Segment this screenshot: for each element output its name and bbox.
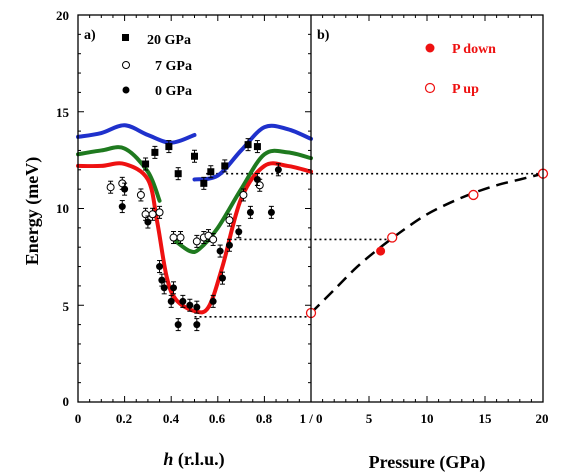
data-point-0gpa: [274, 166, 282, 174]
data-point-0gpa: [167, 297, 175, 305]
x-axis-title-left: h (r.l.u.): [163, 449, 224, 470]
data-point-20gpa: [253, 143, 261, 151]
data-point-7gpa: [192, 237, 201, 246]
data-point-7gpa: [136, 190, 145, 199]
points-layer: [106, 138, 549, 332]
data-point-20gpa: [200, 179, 208, 187]
legend-label: P up: [452, 82, 479, 97]
data-point-0gpa: [144, 218, 152, 226]
x-tick-label: 0.6: [209, 411, 226, 426]
data-point-0gpa: [235, 228, 243, 236]
x-axis-title-italic: h: [163, 449, 173, 469]
data-point-0gpa: [225, 241, 233, 249]
dispersion-curve: [76, 123, 197, 145]
x-tick-label: 0.2: [116, 411, 132, 426]
data-point-0gpa: [160, 284, 168, 292]
legend-marker-red-open: [424, 82, 436, 94]
dispersion-curve: [76, 145, 162, 203]
data-point-0gpa: [186, 301, 194, 309]
data-point-20gpa: [174, 170, 182, 178]
y-tick-label: 0: [63, 394, 70, 409]
y-axis-title: Energy (meV): [22, 157, 43, 265]
x-tick-label: 10: [421, 411, 434, 426]
dispersion-curve: [76, 161, 313, 315]
pressure-fit-curve: [310, 172, 544, 314]
x-axis-title-rest: (r.l.u.): [173, 449, 224, 470]
x-tick-label: 0.4: [163, 411, 180, 426]
data-point-20gpa: [165, 143, 173, 151]
legend-left: 20 GPa 7 GPa 0 GPa: [122, 33, 192, 99]
data-point-0gpa: [218, 274, 226, 282]
data-point-20gpa: [207, 168, 215, 176]
data-point-0gpa: [170, 284, 178, 292]
x-tick-label: 20: [536, 411, 549, 426]
data-point-0gpa: [193, 303, 201, 311]
data-point-20gpa: [191, 152, 198, 160]
data-point-7gpa: [209, 235, 218, 244]
data-point-7gpa: [239, 190, 248, 199]
data-point-7gpa: [225, 216, 234, 225]
data-point-0gpa: [118, 203, 126, 211]
panel-label-b: b): [317, 28, 330, 43]
curves-layer: [76, 123, 544, 315]
y-tick-label: 20: [56, 8, 69, 23]
data-point-p-down: [376, 246, 386, 256]
legend-label: 7 GPa: [155, 59, 192, 74]
legend-marker-red-filled: [425, 43, 435, 53]
data-point-0gpa: [267, 208, 275, 216]
dispersion-curve: [192, 123, 313, 182]
data-point-0gpa: [174, 321, 182, 329]
x-tick-label: 0: [75, 411, 82, 426]
data-point-0gpa: [193, 321, 201, 329]
data-point-7gpa: [169, 233, 178, 242]
frame-layer: [77, 14, 544, 403]
y-tick-label: 10: [56, 201, 69, 216]
panel-label-a: a): [84, 28, 96, 43]
data-point-7gpa: [148, 210, 157, 219]
data-point-20gpa: [221, 162, 229, 170]
legend-marker-square-filled: [122, 34, 129, 41]
data-point-20gpa: [142, 160, 150, 168]
x-tick-label: 5: [366, 411, 373, 426]
x-axis-title-right: Pressure (GPa): [369, 452, 486, 473]
data-point-20gpa: [244, 141, 252, 149]
legend-marker-circle-open: [122, 61, 130, 69]
data-point-0gpa: [121, 185, 129, 193]
shared-tick-label: 1 / 0: [299, 411, 322, 426]
data-point-0gpa: [179, 297, 187, 305]
legend-label: 0 GPa: [155, 84, 192, 99]
legend-marker-circle-filled: [122, 86, 130, 94]
data-point-0gpa: [156, 263, 164, 271]
x-tick-label: 15: [479, 411, 493, 426]
data-point-7gpa: [106, 183, 115, 192]
data-point-0gpa: [216, 247, 224, 255]
data-point-7gpa: [155, 208, 164, 217]
dispersion-curve: [173, 148, 313, 255]
data-point-7gpa: [176, 233, 185, 242]
legend-label: 20 GPa: [147, 33, 191, 48]
data-point-0gpa: [209, 297, 217, 305]
data-point-p-up: [468, 189, 479, 201]
data-point-0gpa: [253, 175, 261, 183]
legend-label: P down: [452, 42, 496, 57]
x-tick-label: 0.8: [256, 411, 273, 426]
data-point-0gpa: [246, 208, 254, 216]
y-tick-label: 5: [63, 299, 70, 314]
y-tick-label: 15: [56, 105, 70, 120]
data-point-20gpa: [151, 148, 159, 156]
legend-right: P down P up: [424, 42, 496, 97]
data-point-p-up: [387, 232, 398, 243]
